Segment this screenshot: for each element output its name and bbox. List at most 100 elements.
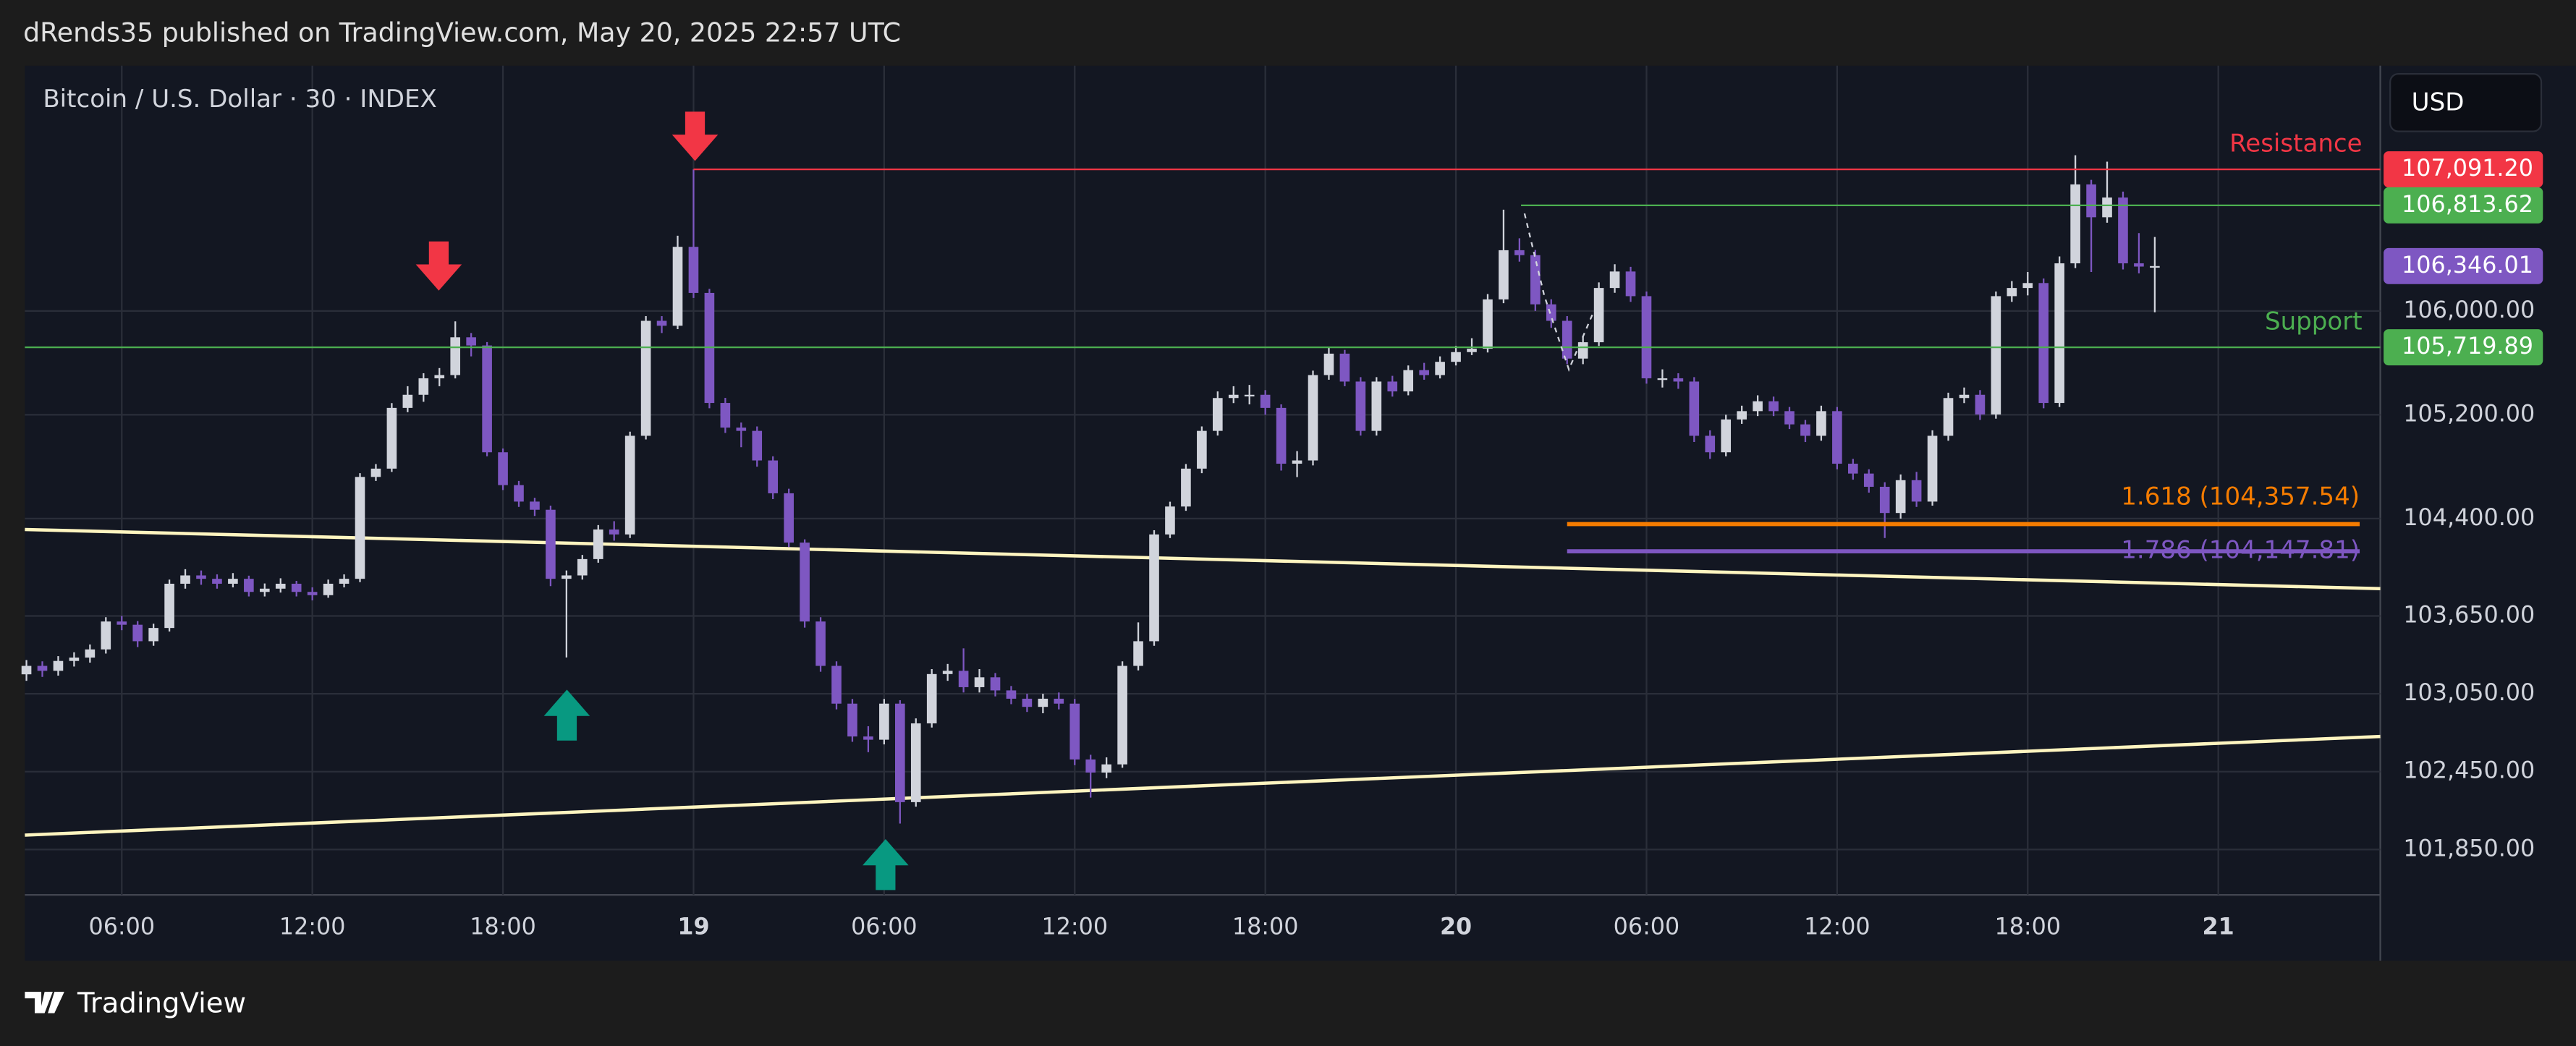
candle-body <box>1403 370 1414 392</box>
sell-arrow <box>415 241 462 291</box>
candle-body <box>2086 184 2096 218</box>
last-price-tag <box>2384 247 2543 284</box>
candle-body <box>1911 480 1922 502</box>
candle-body <box>1133 641 1143 666</box>
candle-body <box>688 247 699 293</box>
y-tick-label: 103,050.00 <box>2403 680 2535 706</box>
candle-body <box>2022 283 2033 289</box>
candle-body <box>101 621 111 650</box>
candle-body <box>1260 394 1271 408</box>
candle-body <box>355 477 365 579</box>
candle-body <box>1689 381 1700 436</box>
candle-body <box>1943 398 1954 436</box>
candle-body <box>2038 283 2049 404</box>
candle-body <box>1483 299 1493 349</box>
candle-body <box>1022 698 1033 707</box>
price-tag <box>2384 151 2543 188</box>
candle-body <box>1467 349 1477 352</box>
candle-body <box>1577 342 1588 359</box>
x-tick-label: 20 <box>1440 914 1472 940</box>
candle-body <box>974 677 985 687</box>
candle-body <box>1038 698 1048 707</box>
candle-body <box>530 501 540 510</box>
candle-body <box>323 583 334 595</box>
candle-body <box>640 320 651 436</box>
fib-label: 1.786 (104,147.81) <box>2121 536 2360 565</box>
candle-body <box>212 579 222 584</box>
candle-body <box>275 583 286 589</box>
buy-arrow <box>863 838 909 890</box>
x-tick-label: 21 <box>2203 914 2234 940</box>
candle-body <box>815 621 826 666</box>
candle-body <box>926 673 937 723</box>
trend-line <box>25 734 2381 837</box>
time-axis-pane <box>25 895 2381 961</box>
candle-body <box>562 575 572 579</box>
candle-body <box>2150 265 2160 268</box>
currency-box[interactable] <box>2389 73 2543 132</box>
candle-body <box>990 677 1001 691</box>
candle-body <box>1768 401 1779 412</box>
candle-body <box>1085 759 1096 773</box>
candle-body <box>1832 411 1842 464</box>
candle-body <box>1387 381 1398 392</box>
candle-body <box>879 703 889 740</box>
candle-body <box>386 407 397 469</box>
candle-body <box>37 666 48 671</box>
candle-body <box>1927 435 1938 502</box>
y-tick-label: 106,000.00 <box>2403 297 2535 323</box>
candle-body <box>1657 378 1668 380</box>
trend-line <box>25 527 2381 591</box>
candle-body <box>1149 534 1159 642</box>
candle-body <box>450 337 461 375</box>
candle-body <box>2054 263 2064 404</box>
buy-arrow <box>543 689 590 741</box>
candle-body <box>307 592 318 595</box>
candle-body <box>942 671 953 674</box>
price-tag <box>2384 187 2543 224</box>
x-tick-label: 19 <box>677 914 709 940</box>
candle-body <box>370 468 381 477</box>
candle-body <box>2134 263 2144 267</box>
candle-body <box>1673 378 1684 382</box>
candle-body <box>1959 394 1970 399</box>
candle-body <box>116 621 127 625</box>
candle-body <box>228 579 238 584</box>
candle-body <box>1339 353 1350 382</box>
candle-body <box>1863 473 1874 487</box>
candle-body <box>466 337 476 346</box>
candle-body <box>768 460 779 493</box>
candle-body <box>1848 464 1858 474</box>
last-price-label: 106,346.01 <box>2402 252 2533 278</box>
price-tag-label: 107,091.20 <box>2402 156 2533 182</box>
candle-body <box>577 558 588 576</box>
sell-arrow <box>671 111 719 161</box>
x-tick-label: 12:00 <box>1041 914 1108 940</box>
candle-body <box>1593 288 1604 343</box>
candle-body <box>1371 381 1382 431</box>
candle-body <box>1054 698 1064 704</box>
candle-body <box>2007 288 2017 297</box>
candle-body <box>2070 184 2080 264</box>
candle-body <box>1879 486 1890 514</box>
candle-body <box>1006 690 1017 699</box>
fib-anchor <box>1523 213 1595 372</box>
candle-body <box>1419 370 1429 375</box>
x-tick-label: 18:00 <box>1232 914 1299 940</box>
candle-body <box>1975 394 1986 415</box>
candle-body <box>672 247 683 326</box>
symbol-title: Bitcoin / U.S. Dollar · 30 · INDEX <box>43 85 437 114</box>
price-tag-label: 105,719.89 <box>2402 333 2533 360</box>
candle-body <box>546 509 556 579</box>
y-tick-label: 102,450.00 <box>2403 758 2535 784</box>
x-tick-label: 12:00 <box>1804 914 1870 940</box>
candle-body <box>1197 430 1207 469</box>
candle-body <box>720 403 731 428</box>
candle-body <box>1181 468 1191 507</box>
candle-body <box>1800 424 1810 436</box>
currency[interactable]: USD <box>2412 88 2465 117</box>
candle-body <box>53 660 64 671</box>
fib-label: 1.618 (104,357.54) <box>2121 482 2360 511</box>
candle-body <box>1435 362 1445 375</box>
